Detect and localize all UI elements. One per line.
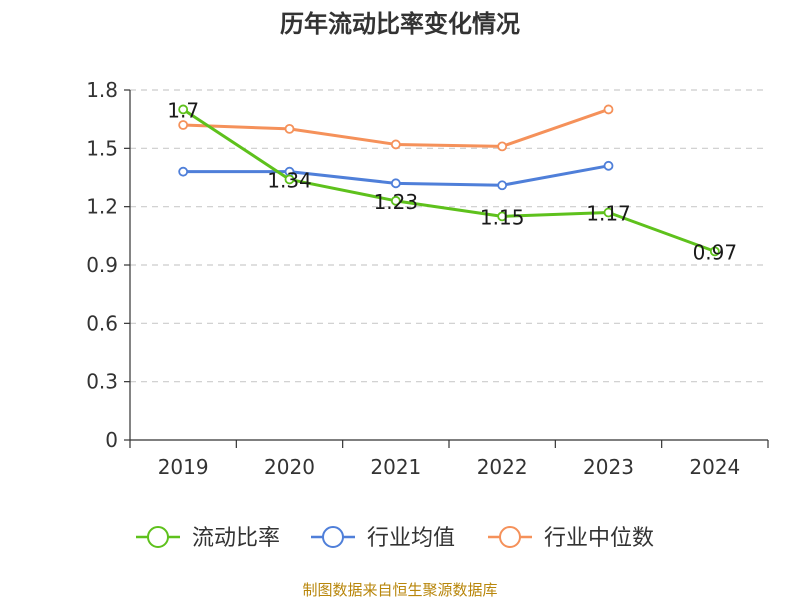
data-point: [603, 207, 614, 218]
data-point: [497, 141, 508, 152]
axes: 0 0.3 0.6 0.9 1.2 1.5 1.8 2019 2020 2021 2022 2023 2…: [86, 78, 769, 479]
legend[interactable]: 流动比率 行业均值 行业中位数: [136, 526, 654, 551]
data-point: [497, 211, 508, 222]
legend-label: 行业均值: [367, 526, 455, 551]
y-tick-label: 1.5: [86, 136, 118, 160]
y-tick-label: 1.8: [86, 78, 118, 102]
data-point: [390, 195, 401, 206]
y-tick-label: 0.9: [86, 253, 118, 277]
data-point: [390, 139, 401, 150]
data-label: 1.17: [586, 202, 631, 226]
data-point: [284, 174, 295, 185]
source-note: 制图数据来自恒生聚源数据库: [302, 581, 497, 599]
data-point: [284, 123, 295, 134]
legend-marker: [499, 526, 521, 548]
series-line-0: [182, 108, 716, 253]
chart-title: 历年流动比率变化情况: [280, 10, 520, 38]
data-point: [603, 160, 614, 171]
legend-marker: [322, 526, 344, 548]
x-tick-label: 2024: [689, 455, 740, 479]
x-tick-label: 2019: [158, 455, 209, 479]
data-label: 1.34: [267, 168, 312, 192]
series-lines: [178, 104, 720, 257]
data-label: 1.7: [167, 98, 199, 122]
data-point: [178, 120, 189, 130]
data-point: [709, 246, 720, 257]
data-label: 0.97: [693, 240, 738, 264]
y-tick-label: 1.2: [86, 195, 118, 219]
y-tick-label: 0: [105, 428, 118, 452]
legend-marker: [147, 526, 169, 548]
data-label: 1.15: [480, 205, 525, 229]
y-tick-label: 0.3: [86, 370, 118, 394]
data-point: [497, 180, 508, 191]
grid-lines: [130, 89, 768, 383]
x-tick-label: 2022: [477, 455, 528, 479]
x-tick-label: 2020: [264, 455, 315, 479]
data-point: [178, 166, 189, 177]
data-label: 1.23: [374, 190, 419, 214]
x-tick-label: 2021: [370, 455, 421, 479]
data-point: [178, 104, 189, 115]
data-labels: 1.7 1.34 1.23 1.15 1.17 0.97: [167, 98, 737, 264]
y-tick-label: 0.6: [86, 311, 118, 335]
data-point: [603, 104, 614, 115]
legend-label: 流动比率: [192, 526, 280, 551]
legend-label: 行业中位数: [544, 526, 654, 551]
data-point: [390, 178, 401, 189]
x-tick-label: 2023: [583, 455, 634, 479]
